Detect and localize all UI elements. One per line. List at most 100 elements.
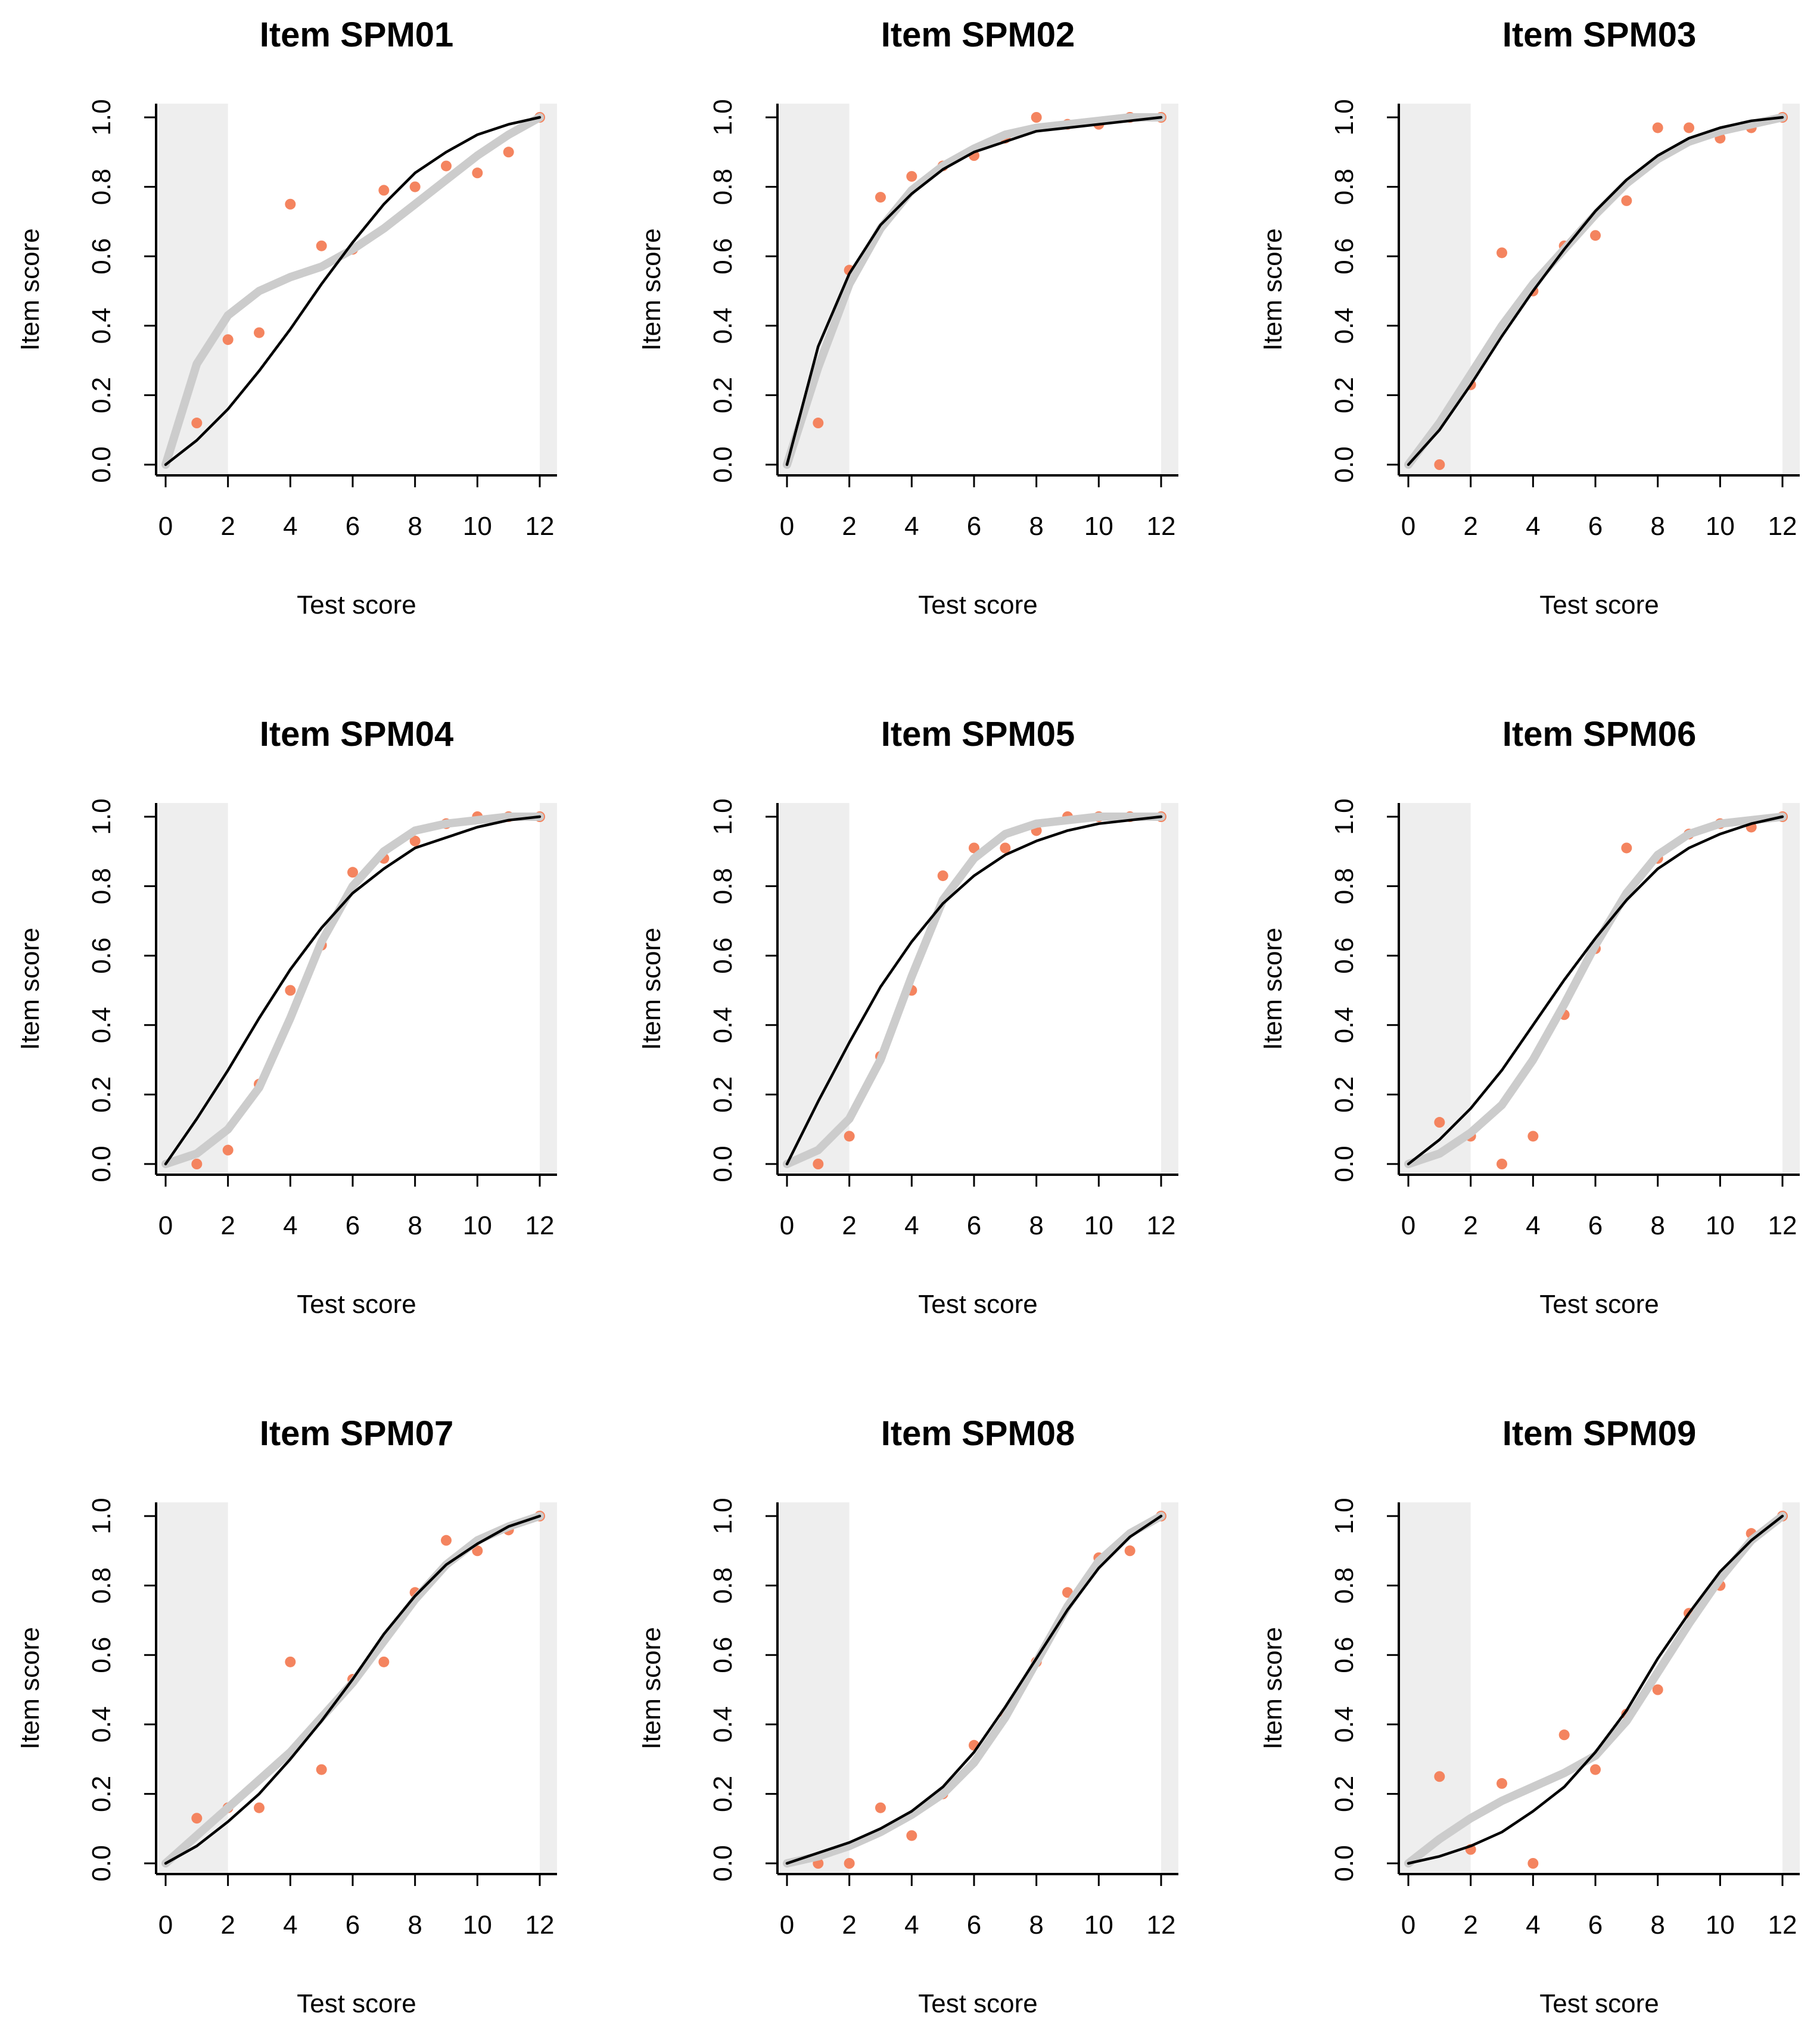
data-point: [285, 1656, 296, 1667]
smoothed-curve: [783, 813, 1165, 1168]
panel-title: Item SPM08: [881, 1414, 1075, 1453]
panel-title: Item SPM03: [1502, 15, 1697, 54]
data-point: [875, 1802, 886, 1813]
x-axis-label: Test score: [297, 590, 416, 620]
y-tick-label: 0.4: [87, 1007, 116, 1043]
plot-area: [156, 104, 557, 475]
shaded-region: [1161, 1502, 1178, 1874]
x-tick-label: 2: [220, 1211, 235, 1240]
x-tick-label: 10: [1084, 512, 1113, 541]
smoothed-curve: [1404, 813, 1787, 1168]
plot-area: [1399, 803, 1800, 1175]
data-point: [378, 185, 390, 196]
x-tick-label: 8: [407, 1211, 422, 1240]
panel-title: Item SPM07: [260, 1414, 454, 1453]
x-axis-label: Test score: [1539, 1290, 1659, 1319]
data-point: [906, 171, 917, 182]
model-curve: [164, 815, 542, 1166]
y-tick-label: 0.2: [1330, 377, 1359, 413]
y-tick-label: 0.2: [87, 1776, 116, 1812]
x-tick-label: 6: [1588, 1211, 1603, 1240]
y-axis-label: Item score: [637, 228, 666, 350]
y-tick-label: 0.6: [87, 1637, 116, 1673]
shaded-region: [540, 803, 557, 1175]
y-axis-label: Item score: [1258, 228, 1287, 350]
y-tick-label: 0.2: [87, 377, 116, 413]
x-tick-label: 2: [1463, 512, 1477, 541]
smoothed-curve: [1404, 113, 1787, 469]
data-point: [378, 1656, 390, 1667]
x-tick-label: 0: [158, 1211, 173, 1240]
x-tick-label: 10: [1706, 1211, 1735, 1240]
model-curve: [1407, 116, 1784, 466]
shaded-region: [540, 1502, 557, 1874]
y-tick-label: 0.6: [1330, 1637, 1359, 1673]
x-tick-label: 2: [842, 1910, 856, 1940]
y-tick-label: 0.8: [1330, 169, 1359, 205]
y-tick-label: 0.0: [708, 1845, 738, 1881]
x-tick-label: 0: [1401, 1211, 1415, 1240]
x-axis-label: Test score: [1539, 590, 1659, 620]
x-tick-label: 8: [1029, 1211, 1043, 1240]
plot-area: [777, 803, 1178, 1175]
x-tick-label: 12: [525, 1910, 555, 1940]
shaded-region: [1161, 803, 1178, 1175]
y-axis-label: Item score: [1258, 928, 1287, 1050]
y-tick-label: 0.0: [708, 1146, 738, 1182]
x-tick-label: 2: [842, 512, 856, 541]
y-tick-label: 0.6: [708, 938, 738, 974]
x-tick-label: 6: [346, 1211, 360, 1240]
x-tick-label: 8: [1650, 1211, 1665, 1240]
y-tick-label: 1.0: [708, 1498, 738, 1534]
panel-9: 0 2 4 6 8 10 12 0.0 0.2 0.4 0.6 0.8 1.0 Test score Ite…: [1258, 1414, 1800, 2018]
y-tick-label: 0.8: [87, 1567, 116, 1604]
x-tick-label: 8: [1029, 1910, 1043, 1940]
smoothed-curve: [161, 1512, 544, 1868]
x-tick-label: 0: [1401, 1910, 1415, 1940]
data-point: [441, 1535, 452, 1546]
data-point: [1590, 230, 1601, 241]
shaded-region: [777, 1502, 850, 1874]
y-tick-label: 1.0: [87, 1498, 116, 1534]
x-axis-label: Test score: [918, 590, 1038, 620]
data-point: [813, 1159, 824, 1169]
x-tick-label: 10: [463, 1211, 492, 1240]
x-axis-label: Test score: [918, 1989, 1038, 2018]
x-tick-label: 0: [780, 512, 794, 541]
x-tick-label: 4: [1526, 512, 1540, 541]
x-tick-label: 12: [1768, 1910, 1797, 1940]
y-tick-label: 0.6: [87, 938, 116, 974]
panel-title: Item SPM06: [1502, 715, 1697, 754]
shaded-region: [1399, 803, 1471, 1175]
y-axis-label: Item score: [15, 228, 45, 350]
panel-4: 0 2 4 6 8 10 12 0.0 0.2 0.4 0.6 0.8 1.0 Test score Ite…: [15, 715, 557, 1319]
shaded-region: [777, 104, 850, 475]
y-tick-label: 0.2: [708, 377, 738, 413]
data-point: [472, 167, 483, 179]
data-point: [191, 1813, 203, 1824]
data-point: [1652, 122, 1663, 133]
data-point: [1652, 1684, 1663, 1695]
data-point: [969, 842, 979, 854]
data-point: [409, 181, 421, 192]
y-tick-label: 0.6: [708, 238, 738, 275]
smoothed-curve: [783, 1512, 1165, 1868]
y-tick-label: 0.6: [1330, 938, 1359, 974]
x-tick-label: 0: [1401, 512, 1415, 541]
data-point: [285, 198, 296, 210]
y-tick-label: 0.2: [708, 1076, 738, 1113]
x-tick-label: 2: [1463, 1211, 1477, 1240]
x-tick-label: 0: [158, 512, 173, 541]
x-tick-label: 10: [463, 512, 492, 541]
panel-8: 0 2 4 6 8 10 12 0.0 0.2 0.4 0.6 0.8 1.0 Test score Ite…: [637, 1414, 1178, 2018]
data-point: [937, 870, 948, 882]
x-tick-label: 4: [904, 1211, 919, 1240]
x-tick-label: 4: [1526, 1211, 1540, 1240]
data-point: [906, 1830, 917, 1841]
panel-5: 0 2 4 6 8 10 12 0.0 0.2 0.4 0.6 0.8 1.0 Test score Ite…: [637, 715, 1178, 1319]
smoothed-curve: [783, 113, 1165, 469]
y-tick-label: 0.0: [708, 446, 738, 483]
x-tick-label: 4: [904, 1910, 919, 1940]
panel-1: 0 2 4 6 8 10 12 0.0 0.2 0.4 0.6 0.8 1.0 Test score Ite…: [15, 15, 557, 620]
